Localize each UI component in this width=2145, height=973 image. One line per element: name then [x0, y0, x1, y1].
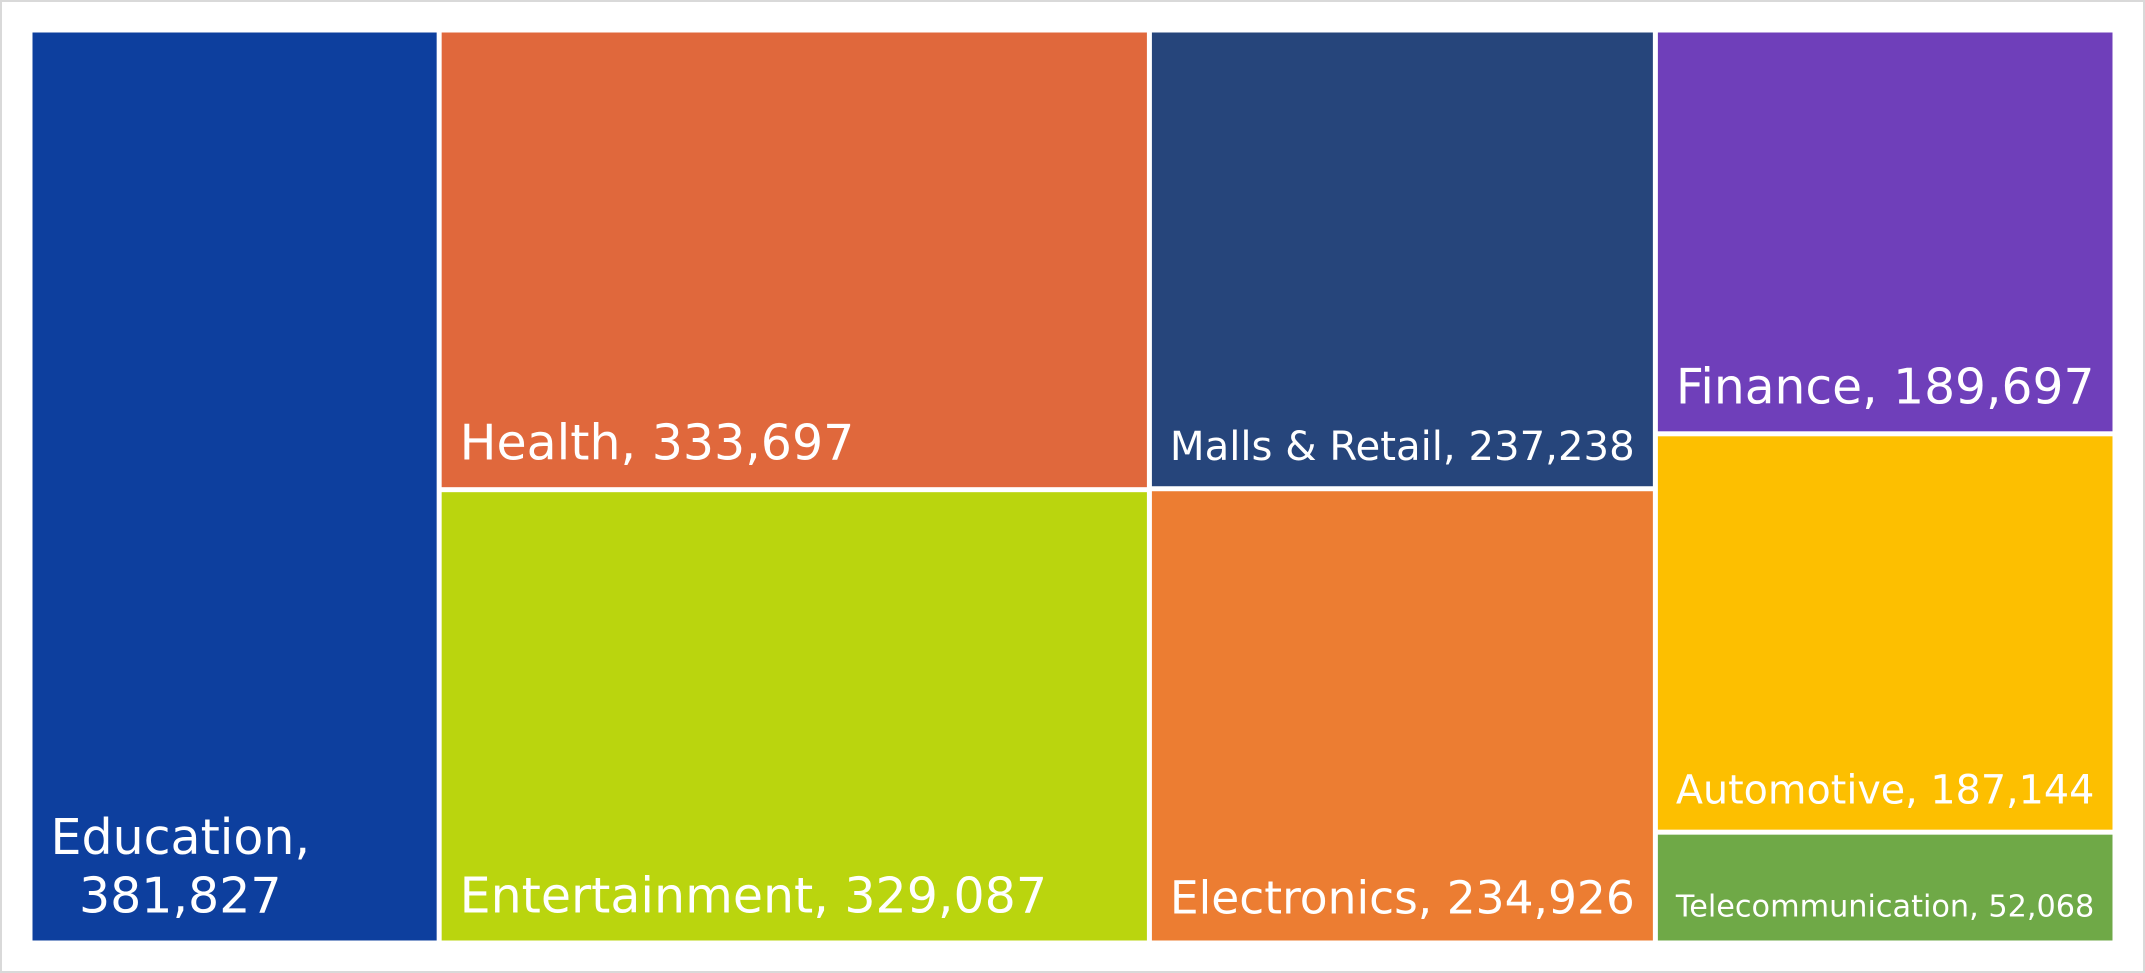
treemap-tile — [1657, 436, 2113, 830]
treemap-tile — [32, 32, 437, 941]
treemap-tile — [441, 32, 1147, 488]
tile-label-line: 381,827 — [79, 868, 282, 925]
tile-label-line: Education, — [51, 809, 311, 866]
treemap-tile — [1151, 491, 1653, 941]
tile-label: Malls & Retail, 237,238 — [1170, 424, 1635, 470]
tile-label: Education, 381,827 — [51, 809, 311, 925]
treemap-tile — [1657, 32, 2113, 432]
treemap-tile — [1657, 834, 2113, 941]
tile-label: Entertainment, 329,087 — [460, 868, 1047, 925]
tile-label: Automotive, 187,144 — [1676, 768, 2094, 814]
tile-label: Health, 333,697 — [460, 414, 855, 471]
tile-label: Electronics, 234,926 — [1170, 871, 1635, 924]
treemap-tile — [441, 492, 1147, 941]
tile-label: Telecommunication, 52,068 — [1675, 889, 2094, 924]
treemap-tile — [1151, 32, 1653, 487]
tile-label: Finance, 189,697 — [1676, 360, 2095, 416]
